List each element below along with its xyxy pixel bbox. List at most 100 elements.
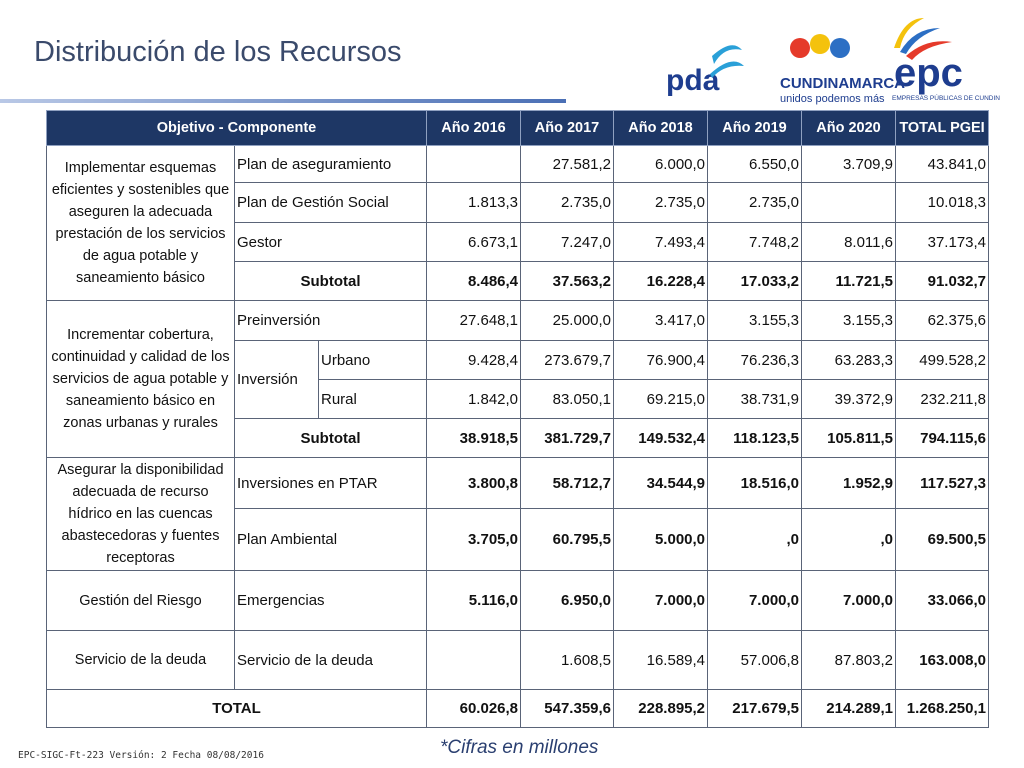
value-cell: 228.895,2 bbox=[613, 689, 709, 728]
value-cell: 547.359,6 bbox=[520, 689, 615, 728]
row: Servicio de la deuda Servicio de la deud… bbox=[46, 630, 990, 690]
component: Emergencias bbox=[233, 570, 428, 631]
objective: Asegurar la disponibilidad adecuada de r… bbox=[46, 457, 235, 571]
value-cell: 39.372,9 bbox=[801, 379, 897, 419]
value-cell: 7.000,0 bbox=[613, 570, 709, 631]
value-cell: 87.803,2 bbox=[801, 630, 897, 690]
value-cell: 62.375,6 bbox=[895, 300, 990, 341]
logos: pda CUNDINAMARCA unidos podemos más epc … bbox=[666, 18, 1000, 105]
header-cell: TOTAL PGEI bbox=[895, 110, 990, 146]
value-cell: 6.550,0 bbox=[707, 145, 803, 183]
row: Gestión del Riesgo Emergencias 5.116,0 6.… bbox=[46, 570, 990, 631]
value-cell: 76.236,3 bbox=[707, 340, 803, 380]
value-cell: 1.842,0 bbox=[426, 379, 522, 419]
header-cell: Año 2017 bbox=[520, 110, 615, 146]
total-row: TOTAL 60.026,8 547.359,6 228.895,2 217.679,… bbox=[45, 689, 990, 728]
objective: Incrementar cobertura, continuidad y cal… bbox=[46, 300, 235, 458]
value-cell: 6.000,0 bbox=[613, 145, 709, 183]
header-cell: Año 2019 bbox=[707, 110, 803, 146]
value-cell: 11.721,5 bbox=[801, 261, 897, 301]
value-cell: 5.000,0 bbox=[613, 508, 709, 571]
resources-table: Objetivo - Componente Año 2016 Año 2017 … bbox=[45, 110, 990, 728]
component: Plan de Gestión Social bbox=[233, 182, 428, 223]
value-cell: 5.116,0 bbox=[426, 570, 522, 631]
value-cell: 7.247,0 bbox=[520, 222, 615, 262]
value-cell: 38.731,9 bbox=[707, 379, 803, 419]
header-row: Objetivo - Componente Año 2016 Año 2017 … bbox=[45, 110, 990, 146]
value-cell: 118.123,5 bbox=[707, 418, 803, 458]
value-cell: 1.952,9 bbox=[801, 457, 897, 509]
objective: Implementar esquemas eficientes y sosten… bbox=[46, 145, 235, 301]
value-cell: 34.544,9 bbox=[613, 457, 709, 509]
logo-wave bbox=[710, 45, 744, 78]
value-cell bbox=[426, 145, 522, 183]
document-code: EPC-SIGC-Ft-223 Versión: 2 Fecha 08/08/2… bbox=[18, 750, 264, 761]
row: Incrementar cobertura, continuidad y cal… bbox=[46, 300, 990, 458]
note: *Cifras en millones bbox=[440, 737, 599, 758]
value-cell: 7.000,0 bbox=[801, 570, 897, 631]
value-cell: ,0 bbox=[707, 508, 803, 571]
value-cell: 3.155,3 bbox=[801, 300, 897, 341]
total-label: TOTAL bbox=[45, 689, 428, 728]
value-cell: 7.493,4 bbox=[613, 222, 709, 262]
component: Servicio de la deuda bbox=[233, 630, 428, 690]
component: Plan Ambiental bbox=[233, 508, 428, 571]
row: Asegurar la disponibilidad adecuada de r… bbox=[46, 457, 990, 571]
value-cell: 381.729,7 bbox=[520, 418, 615, 458]
value-cell: 3.705,0 bbox=[426, 508, 522, 571]
value-cell: 2.735,0 bbox=[520, 182, 615, 223]
header-cell: Año 2016 bbox=[426, 110, 522, 146]
row: Implementar esquemas eficientes y sosten… bbox=[46, 145, 990, 301]
value-cell: 60.026,8 bbox=[426, 689, 522, 728]
logo-epc: epc bbox=[894, 51, 963, 95]
objective: Gestión del Riesgo bbox=[46, 570, 235, 631]
value-cell: 25.000,0 bbox=[520, 300, 615, 341]
row: Rural 1.842,0 83.050,1 69.215,0 38.731,9 39.… bbox=[47, 379, 990, 419]
value-cell: 214.289,1 bbox=[801, 689, 897, 728]
value-cell: 57.006,8 bbox=[707, 630, 803, 690]
logo-pda: pda bbox=[666, 64, 720, 97]
row: Plan de Gestión Social 1.813,3 2.735,0 2.7… bbox=[47, 182, 990, 223]
value-cell: 149.532,4 bbox=[613, 418, 709, 458]
value-cell: 1.813,3 bbox=[426, 182, 522, 223]
value-cell: 43.841,0 bbox=[895, 145, 990, 183]
value-cell: 9.428,4 bbox=[426, 340, 522, 380]
title-rule bbox=[0, 99, 566, 103]
component: Inversión bbox=[234, 340, 319, 419]
value-cell: 3.800,8 bbox=[426, 457, 522, 509]
value-cell: 27.581,2 bbox=[520, 145, 615, 183]
value-cell: 58.712,7 bbox=[520, 457, 615, 509]
logo-cundinamarca: CUNDINAMARCA bbox=[780, 75, 905, 92]
value-cell: 83.050,1 bbox=[520, 379, 615, 419]
value-cell: 7.748,2 bbox=[707, 222, 803, 262]
value-cell: 37.173,4 bbox=[895, 222, 990, 262]
value-cell: 17.033,2 bbox=[707, 261, 803, 301]
value-cell: 2.735,0 bbox=[613, 182, 709, 223]
component: Gestor bbox=[233, 222, 428, 262]
value-cell: 76.900,4 bbox=[613, 340, 709, 380]
value-cell: ,0 bbox=[801, 508, 897, 571]
slide-title: Distribución de los Recursos bbox=[34, 36, 402, 68]
header-cell: Objetivo - Componente bbox=[45, 110, 428, 146]
value-cell bbox=[801, 182, 897, 223]
row: Gestor 6.673,1 7.247,0 7.493,4 7.748,2 8.011… bbox=[47, 222, 990, 262]
value-cell: 69.500,5 bbox=[895, 508, 990, 571]
value-cell: 16.228,4 bbox=[613, 261, 709, 301]
value-cell: 8.011,6 bbox=[801, 222, 897, 262]
value-cell: 499.528,2 bbox=[895, 340, 990, 380]
value-cell: 2.735,0 bbox=[707, 182, 803, 223]
value-cell: 105.811,5 bbox=[801, 418, 897, 458]
value-cell: 37.563,2 bbox=[520, 261, 615, 301]
objective: Servicio de la deuda bbox=[46, 630, 235, 690]
component: Plan de aseguramiento bbox=[233, 145, 428, 183]
value-cell: 33.066,0 bbox=[895, 570, 990, 631]
value-cell: 16.589,4 bbox=[613, 630, 709, 690]
value-cell: 273.679,7 bbox=[520, 340, 615, 380]
value-cell: 1.268.250,1 bbox=[895, 689, 990, 728]
value-cell: 60.795,5 bbox=[520, 508, 615, 571]
value-cell: 6.673,1 bbox=[426, 222, 522, 262]
header-cell: Año 2018 bbox=[613, 110, 709, 146]
value-cell: 18.516,0 bbox=[707, 457, 803, 509]
value-cell: 91.032,7 bbox=[895, 261, 990, 301]
